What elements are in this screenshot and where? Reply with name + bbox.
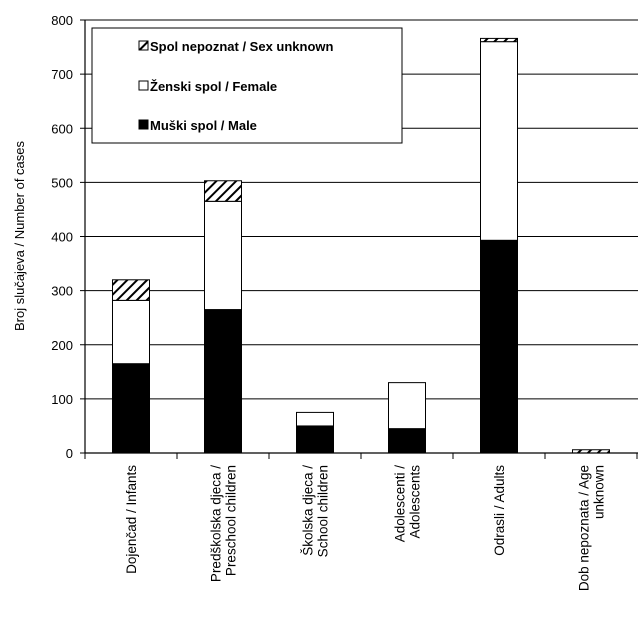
y-tick-labels: 0 100 200 300 400 500 600 700 800 bbox=[51, 13, 73, 461]
category-label-line: Predškolska djeca / bbox=[209, 465, 224, 582]
y-tick-label: 200 bbox=[51, 338, 73, 353]
bar-segment bbox=[296, 411, 334, 427]
bar-segment bbox=[204, 180, 242, 202]
legend: Spol nepoznat / Sex unknown Ženski spol /… bbox=[91, 27, 403, 144]
category-label: Školska djeca / School children bbox=[301, 465, 331, 558]
category-label-line: Adolescenti / bbox=[393, 465, 408, 543]
category-label: Odrasli / Adults bbox=[492, 465, 507, 556]
y-tick-label: 100 bbox=[51, 392, 73, 407]
bar-segment bbox=[296, 425, 334, 454]
legend-label: Muški spol / Male bbox=[150, 118, 257, 133]
category-label: Dob nepoznata / Age unknown bbox=[577, 465, 607, 591]
axes bbox=[84, 20, 638, 459]
category-label-line: Preschool children bbox=[224, 465, 239, 576]
category-label-line: School children bbox=[316, 465, 331, 557]
bar-segment bbox=[112, 279, 150, 301]
bar-segment bbox=[388, 428, 426, 454]
legend-label: Ženski spol / Female bbox=[150, 79, 277, 94]
legend-swatch bbox=[138, 80, 149, 91]
y-axis-label: Broj slučajeva / Number of cases bbox=[12, 140, 27, 331]
bar-segment bbox=[204, 200, 242, 311]
legend-label: Spol nepoznat / Sex unknown bbox=[150, 39, 334, 54]
category-labels: Dojenčad / Infants Predškolska djeca / Pre… bbox=[124, 465, 607, 591]
legend-swatch bbox=[138, 40, 149, 51]
bar-segment bbox=[112, 363, 150, 454]
bar-segment bbox=[204, 309, 242, 454]
y-tick-label: 500 bbox=[51, 175, 73, 190]
bars bbox=[112, 37, 610, 454]
bar-segment bbox=[388, 382, 426, 430]
legend-swatch bbox=[138, 119, 149, 130]
category-label-line: Školska djeca / bbox=[301, 465, 316, 556]
y-tick-label: 600 bbox=[51, 121, 73, 136]
bar-segment bbox=[112, 299, 150, 365]
category-label-line: Odrasli / Adults bbox=[492, 465, 507, 556]
category-label: Adolescenti / Adolescents bbox=[393, 465, 423, 543]
y-tick-label: 400 bbox=[51, 230, 73, 245]
category-label-line: Dojenčad / Infants bbox=[124, 465, 139, 574]
bar-segment bbox=[480, 239, 518, 454]
category-label: Dojenčad / Infants bbox=[124, 465, 139, 574]
y-tick-label: 700 bbox=[51, 67, 73, 82]
category-label-line: Dob nepoznata / Age bbox=[577, 465, 592, 591]
bar-segment bbox=[480, 41, 518, 241]
y-tick-label: 300 bbox=[51, 284, 73, 299]
y-tick-label: 0 bbox=[66, 446, 73, 461]
bar-segment bbox=[480, 37, 518, 43]
category-label: Predškolska djeca / Preschool children bbox=[209, 465, 239, 582]
y-tick-label: 800 bbox=[51, 13, 73, 28]
category-label-line: unknown bbox=[592, 465, 607, 519]
category-label-line: Adolescents bbox=[408, 465, 423, 539]
